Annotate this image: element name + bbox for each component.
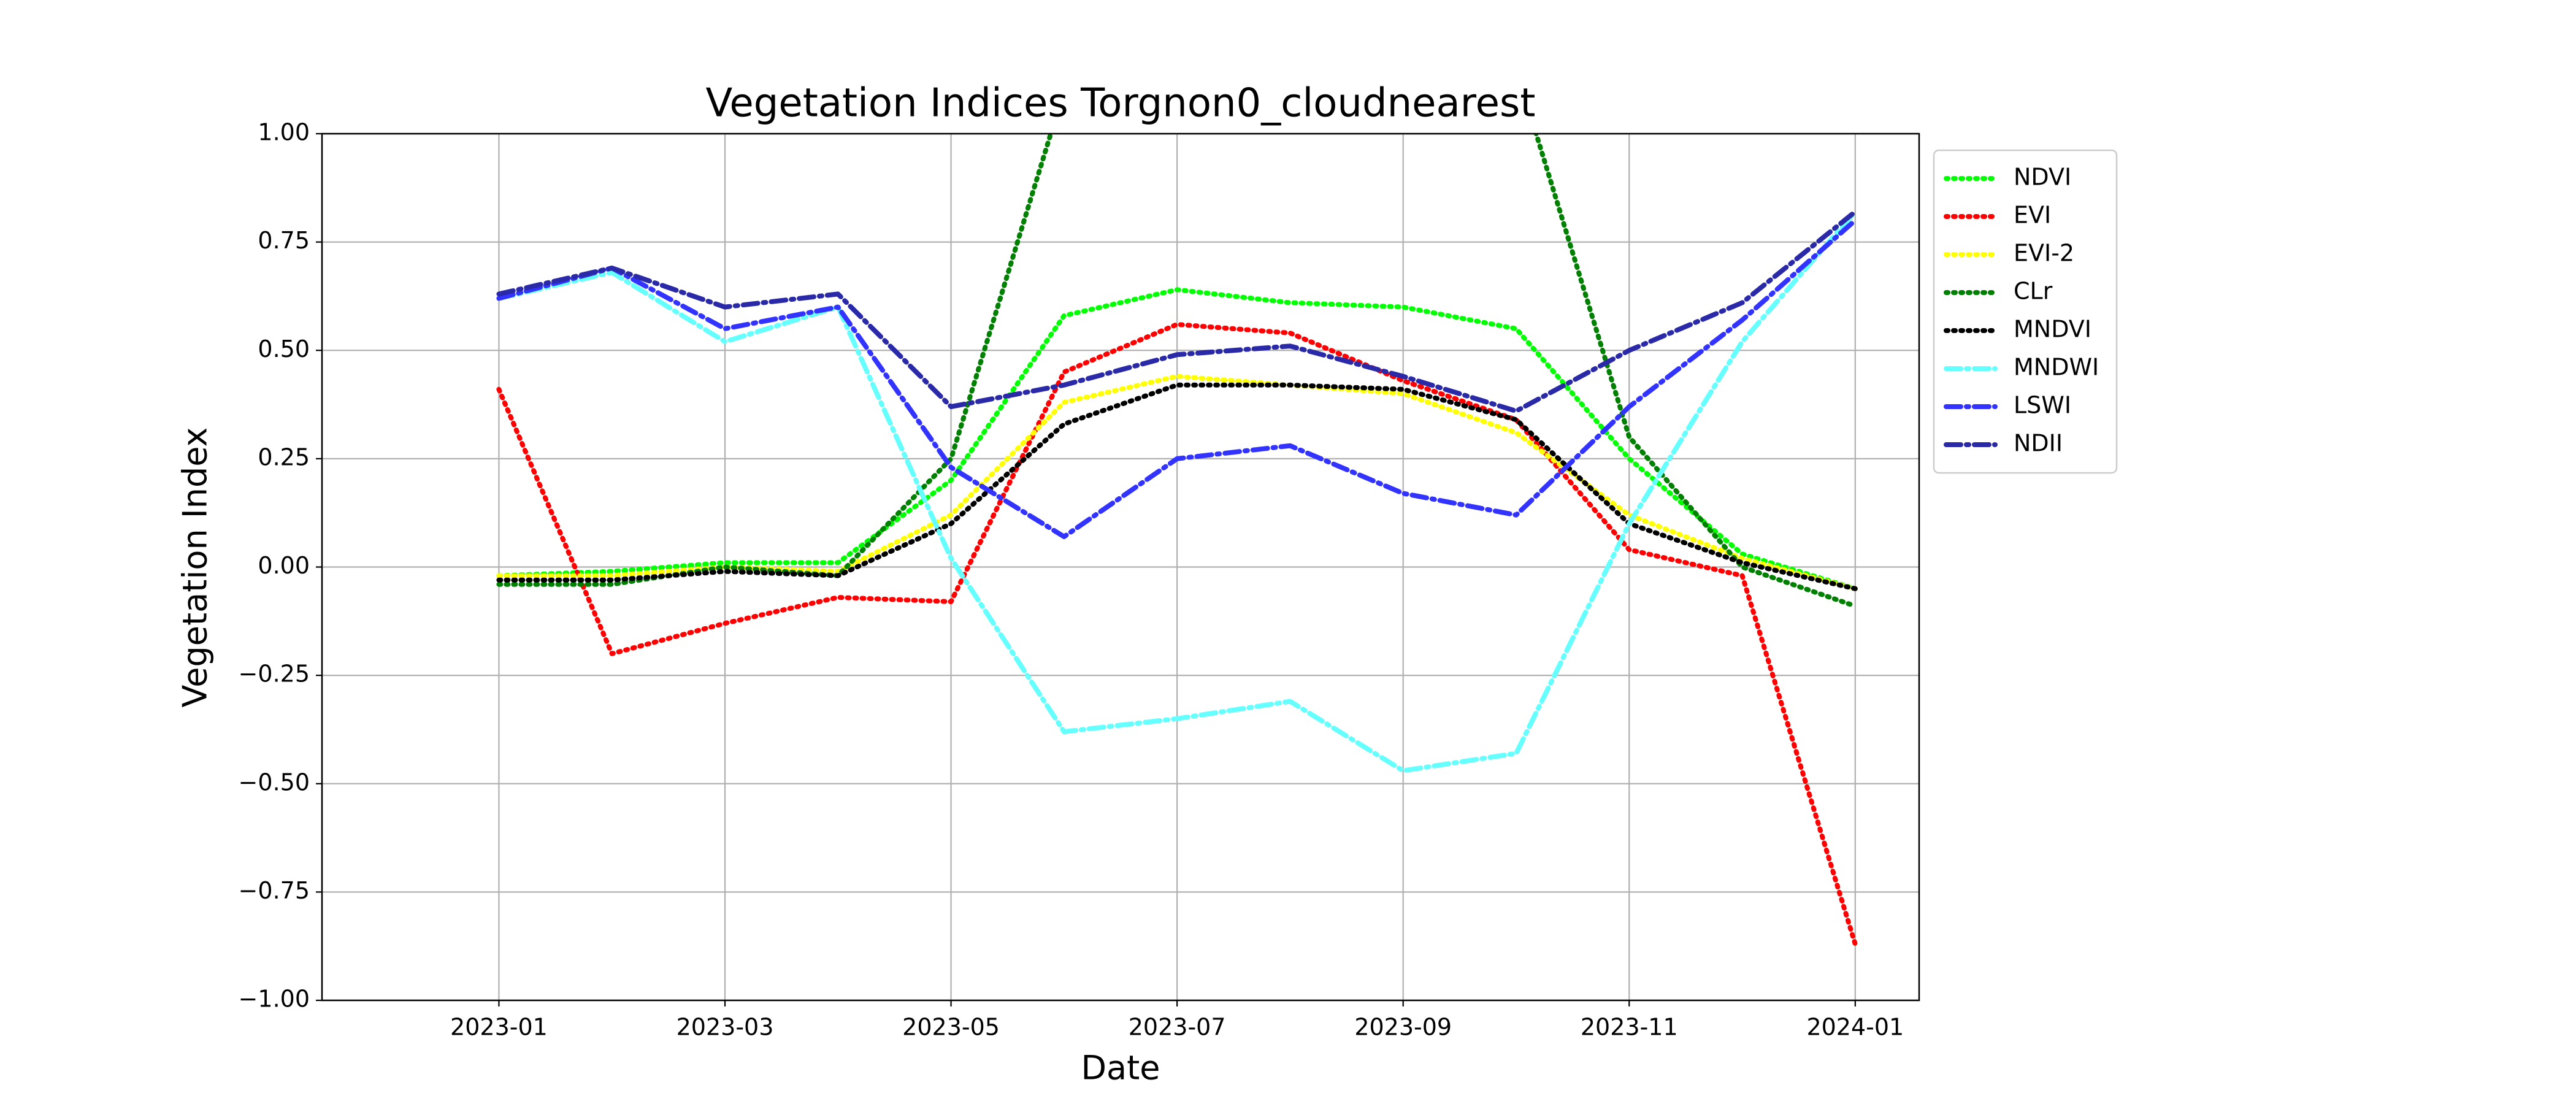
legend-label: LSWI <box>2014 392 2071 419</box>
x-tick-label: 2024-01 <box>1806 1014 1904 1041</box>
y-tick-label: −0.50 <box>239 769 310 795</box>
plot-frame <box>321 132 1920 1002</box>
legend-label: EVI <box>2014 202 2051 229</box>
legend-label: MNDWI <box>2014 354 2099 381</box>
y-tick-label: 0.00 <box>258 552 310 579</box>
y-tick-label: 0.50 <box>258 335 310 362</box>
y-tick-label: −1.00 <box>239 986 310 1013</box>
legend-label: EVI-2 <box>2014 240 2074 267</box>
x-tick-label: 2023-01 <box>450 1014 548 1041</box>
series-line <box>496 321 1858 947</box>
legend-label: NDII <box>2014 430 2063 457</box>
plot-area <box>496 134 1858 947</box>
legend-label: MNDVI <box>2014 316 2091 343</box>
legend-label: CLr <box>2014 278 2053 305</box>
y-tick-label: 1.00 <box>258 119 310 146</box>
x-axis-label: Date <box>1081 1049 1160 1087</box>
x-tick-label: 2023-07 <box>1129 1014 1226 1041</box>
legend-box <box>1933 149 2118 474</box>
series-line <box>496 209 1858 414</box>
series-line <box>496 218 1858 539</box>
y-tick-label: 0.25 <box>258 443 310 470</box>
y-tick-label: 0.75 <box>258 227 310 254</box>
y-tick-label: −0.75 <box>239 877 310 904</box>
series-line <box>496 287 1858 591</box>
chart-title: Vegetation Indices Torgnon0_cloudnearest <box>706 81 1536 126</box>
x-tick-label: 2023-11 <box>1581 1014 1678 1041</box>
x-tick-label: 2023-05 <box>902 1014 1000 1041</box>
series-line <box>496 209 1858 773</box>
y-tick-label: −0.25 <box>239 661 310 688</box>
x-tick-label: 2023-09 <box>1354 1014 1452 1041</box>
series-line <box>496 134 1858 609</box>
x-tick-label: 2023-03 <box>677 1014 774 1041</box>
y-axis-label: Vegetation Index <box>176 427 215 708</box>
legend-label: NDVI <box>2014 164 2071 191</box>
